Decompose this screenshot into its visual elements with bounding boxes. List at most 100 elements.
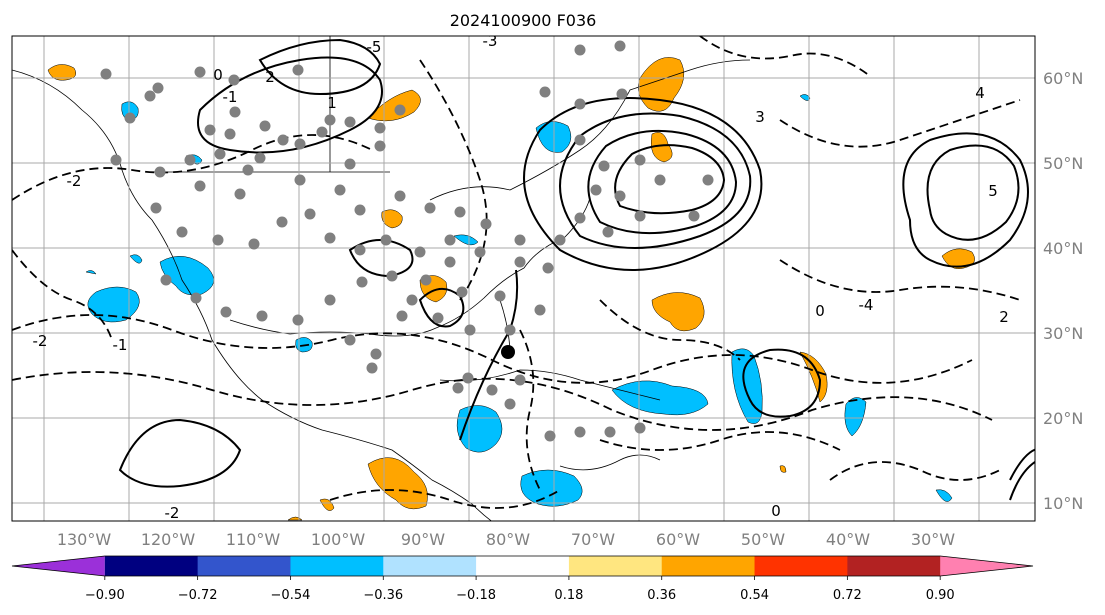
anomaly-region-3 [651, 132, 673, 163]
station-marker-47 [356, 276, 368, 288]
anomaly-region-6 [651, 292, 705, 332]
station-marker-31 [276, 216, 288, 228]
station-marker-88 [544, 430, 556, 442]
station-marker-18 [154, 166, 166, 178]
contour-label-3: -3 [483, 32, 498, 50]
station-marker-4 [259, 120, 271, 132]
station-marker-53 [534, 304, 546, 316]
contour-solid-9 [118, 418, 242, 488]
contour-label-7: 3 [755, 108, 765, 126]
station-marker-50 [432, 312, 444, 324]
anomaly-region-24 [611, 380, 709, 416]
anomaly-region-12 [779, 465, 787, 473]
station-marker-2 [194, 66, 206, 78]
contour-label-15: 0 [771, 502, 781, 520]
station-marker-14 [254, 152, 266, 164]
station-marker-93 [504, 398, 516, 410]
lon-label-8: 50°W [741, 530, 785, 549]
station-marker-25 [424, 202, 436, 214]
contour-solid-8 [742, 348, 822, 418]
anomaly-region-16 [799, 94, 811, 101]
lon-label-4: 90°W [401, 530, 445, 549]
station-marker-76 [602, 226, 614, 238]
coastline-3 [150, 36, 751, 201]
station-marker-60 [514, 234, 526, 246]
colorbar: −0.90 −0.72 −0.54 −0.36 −0.18 0.18 0.36 0.54 0.7… [11, 555, 1034, 603]
contour-dashed-6 [599, 299, 741, 361]
lon-label-6: 70°W [571, 530, 615, 549]
colorbar-tick-label-6: 0.36 [647, 588, 676, 603]
contour-solid-1 [559, 112, 752, 249]
station-marker-44 [256, 310, 268, 322]
colorbar-segment-7 [661, 556, 756, 576]
lon-label-3: 100°W [311, 530, 366, 549]
contour-label-14: -2 [165, 504, 180, 522]
station-marker-96 [462, 372, 474, 384]
colorbar-segment-10 [940, 556, 1033, 576]
station-marker-62 [444, 234, 456, 246]
station-marker-55 [370, 348, 382, 360]
station-marker-69 [598, 160, 610, 172]
anomaly-region-18 [129, 254, 143, 264]
station-marker-11 [394, 104, 406, 116]
contour-dashed-12 [329, 489, 561, 509]
station-marker-85 [144, 90, 156, 102]
station-marker-82 [204, 124, 216, 136]
figure-title: 2024100900 F036 [450, 11, 597, 30]
station-marker-16 [344, 158, 356, 170]
colorbar-tick-label-7: 0.54 [740, 588, 769, 603]
station-marker-70 [634, 154, 646, 166]
contour-dashed-0 [12, 314, 973, 384]
lat-label-3: 30°N [1043, 324, 1083, 343]
colorbar-segment-2 [197, 556, 291, 576]
station-marker-87 [366, 362, 378, 374]
station-marker-40 [542, 262, 554, 274]
station-marker-7 [277, 134, 289, 146]
lat-label-1: 50°N [1043, 154, 1083, 173]
contour-label-5: 1 [327, 94, 337, 112]
station-marker-48 [386, 270, 398, 282]
station-marker-28 [176, 226, 188, 238]
colorbar-tick-label-4: −0.18 [456, 588, 496, 603]
anomaly-region-28 [85, 270, 97, 275]
station-marker-81 [228, 74, 240, 86]
station-marker-72 [590, 184, 602, 196]
anomaly-region-27 [935, 489, 953, 502]
station-marker-45 [292, 314, 304, 326]
station-marker-89 [574, 426, 586, 438]
station-marker-27 [150, 202, 162, 214]
colorbar-tick-label-2: −0.54 [271, 588, 311, 603]
station-marker-26 [454, 206, 466, 218]
contour-label-4: -5 [367, 38, 382, 56]
contour-solid-3 [614, 144, 726, 215]
station-marker-90 [604, 426, 616, 438]
colorbar-tick-label-9: 0.90 [926, 588, 955, 603]
station-marker-highlight [501, 345, 515, 359]
colorbar-tick-label-1: −0.72 [178, 588, 218, 603]
contour-dashed-1 [12, 371, 993, 431]
latitude-labels: 60°N 50°N 40°N 30°N 20°N 10°N [1043, 69, 1083, 513]
contour-label-12: -2 [33, 332, 48, 350]
station-marker-66 [574, 98, 586, 110]
colorbar-segment-1 [104, 556, 199, 576]
station-marker-8 [316, 126, 328, 138]
colorbar-tick-label-5: 0.18 [554, 588, 583, 603]
shaded-anomalies [47, 57, 975, 521]
station-marker-0 [100, 68, 112, 80]
anomaly-region-1 [367, 89, 421, 122]
station-marker-3 [229, 106, 241, 118]
anomaly-region-2 [638, 57, 685, 112]
contour-label-1: -1 [223, 88, 238, 106]
station-marker-12 [184, 154, 196, 166]
map-frame [11, 35, 1036, 522]
gridlines [12, 36, 1035, 521]
colorbar-segment-9 [847, 556, 941, 576]
contour-dashed-11 [699, 36, 871, 77]
contour-dashed-2 [12, 134, 373, 201]
station-marker-58 [456, 286, 468, 298]
station-marker-22 [334, 184, 346, 196]
contour-label-6: 2 [265, 68, 275, 86]
station-marker-33 [324, 232, 336, 244]
station-marker-36 [414, 246, 426, 258]
